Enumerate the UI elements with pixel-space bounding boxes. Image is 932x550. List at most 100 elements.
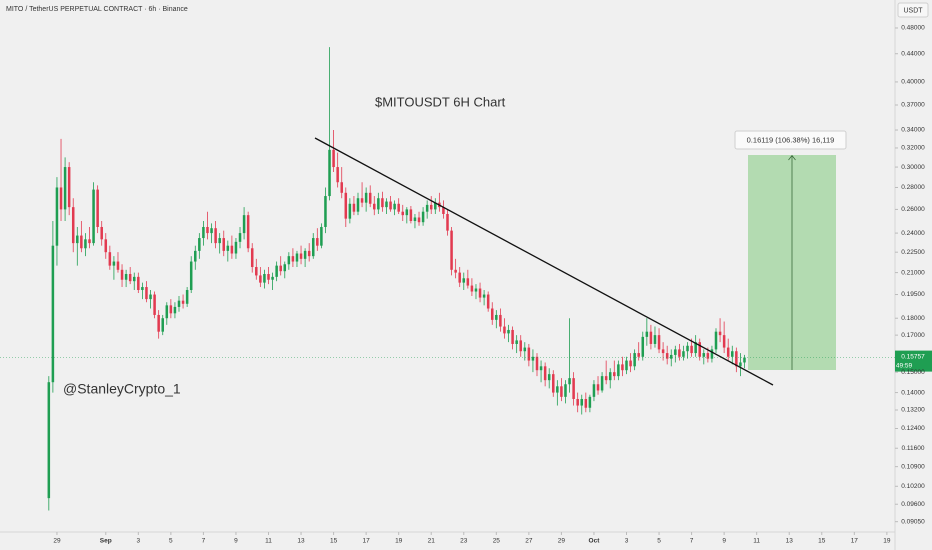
candle-body: [722, 335, 726, 348]
x-tick-label: 5: [169, 538, 173, 545]
candle-body: [255, 267, 258, 276]
y-tick-label: 0.13200: [901, 407, 925, 414]
x-tick-label: 9: [234, 538, 238, 545]
y-tick-label: 0.28000: [901, 184, 925, 191]
chart-title: MITO / TetherUS PERPETUAL CONTRACT · 6h …: [6, 6, 188, 13]
candle-body: [629, 360, 632, 367]
y-tick-label: 0.30000: [901, 164, 925, 171]
candle-body: [564, 384, 567, 397]
candle-body: [198, 238, 201, 251]
candle-body: [633, 353, 636, 367]
candle-body: [177, 300, 181, 307]
candle-body: [686, 345, 689, 352]
candle-body: [63, 167, 67, 210]
candle-body: [478, 288, 482, 298]
candle-body: [470, 285, 474, 292]
candle-body: [332, 149, 335, 168]
candle-body: [499, 314, 502, 327]
x-tick-label: 7: [690, 538, 694, 545]
candle-body: [710, 349, 714, 359]
candle-body: [96, 189, 99, 227]
y-tick-label: 0.19500: [901, 291, 925, 298]
candle-body: [617, 364, 620, 377]
candle-body: [393, 203, 396, 210]
candle-body: [116, 261, 120, 270]
y-tick-label: 0.21000: [901, 269, 925, 276]
candle-body: [657, 335, 661, 350]
x-tick-label: 11: [265, 538, 272, 545]
candle-body: [141, 287, 144, 291]
candle-body: [157, 314, 160, 332]
x-tick-label: 3: [625, 538, 629, 545]
candle-body: [55, 187, 59, 246]
candle-body: [413, 217, 417, 222]
candle-body: [515, 340, 518, 344]
candle-body: [653, 335, 657, 344]
candle-body: [527, 347, 531, 361]
y-tick-label: 0.26000: [901, 206, 925, 213]
candle-body: [592, 384, 596, 397]
candle-body: [474, 288, 478, 292]
candle-body: [519, 340, 522, 352]
candle-body: [303, 250, 307, 259]
candle-body: [572, 378, 575, 399]
candle-body: [743, 357, 746, 363]
candle-body: [324, 196, 327, 227]
candle-body: [185, 290, 189, 304]
x-tick-label: 19: [883, 538, 891, 545]
candle-body: [429, 204, 433, 210]
candle-body: [649, 331, 653, 344]
candle-body: [153, 294, 156, 315]
candle-body: [588, 396, 592, 408]
candle-body: [409, 209, 413, 222]
y-tick-label: 0.10200: [901, 483, 925, 490]
x-tick-label: 23: [460, 538, 468, 545]
x-tick-label: 29: [53, 538, 61, 545]
candle-body: [128, 274, 132, 282]
candle-body: [621, 364, 624, 371]
candle-body: [531, 356, 535, 361]
y-tick-label: 0.10900: [901, 463, 925, 470]
candle-body: [271, 276, 274, 280]
candle-body: [242, 215, 246, 234]
candle-body: [450, 230, 453, 270]
y-tick-label: 0.11600: [901, 445, 924, 452]
candle-body: [560, 386, 563, 397]
x-tick-label: 29: [558, 538, 566, 545]
candle-body: [210, 228, 213, 234]
y-tick-label: 0.18000: [901, 315, 925, 322]
candle-body: [604, 376, 608, 381]
x-tick-label: 13: [297, 538, 305, 545]
candle-body: [47, 382, 51, 499]
y-tick-label: 0.22500: [901, 249, 925, 256]
candle-body: [466, 278, 470, 286]
candle-body: [669, 354, 673, 359]
x-tick-label: 25: [493, 538, 501, 545]
measure-label-box: [734, 130, 847, 150]
candle-body: [364, 192, 368, 203]
candle-body: [336, 167, 339, 183]
candle-body: [137, 276, 140, 291]
x-tick-label: 13: [786, 538, 794, 545]
candle-body: [397, 203, 400, 212]
measure-label: 0.16119 (106.38%) 16,119: [747, 135, 835, 144]
candle-body: [76, 235, 79, 244]
candle-body: [523, 347, 527, 352]
x-tick-label: 19: [395, 538, 403, 545]
candle-body: [263, 274, 266, 283]
candle-body: [279, 265, 282, 272]
candle-body: [287, 256, 291, 265]
candle-body: [173, 306, 177, 314]
candle-body: [368, 192, 372, 204]
x-tick-label: 11: [753, 538, 760, 545]
candle-body: [352, 203, 356, 212]
candle-body: [307, 250, 311, 257]
x-tick-label: 15: [330, 538, 338, 545]
candle-body: [486, 294, 490, 309]
candle-body: [381, 198, 384, 208]
candle-body: [328, 149, 331, 197]
trendline: [314, 137, 774, 386]
x-tick-label: 17: [363, 538, 371, 545]
candle-body: [230, 245, 234, 254]
